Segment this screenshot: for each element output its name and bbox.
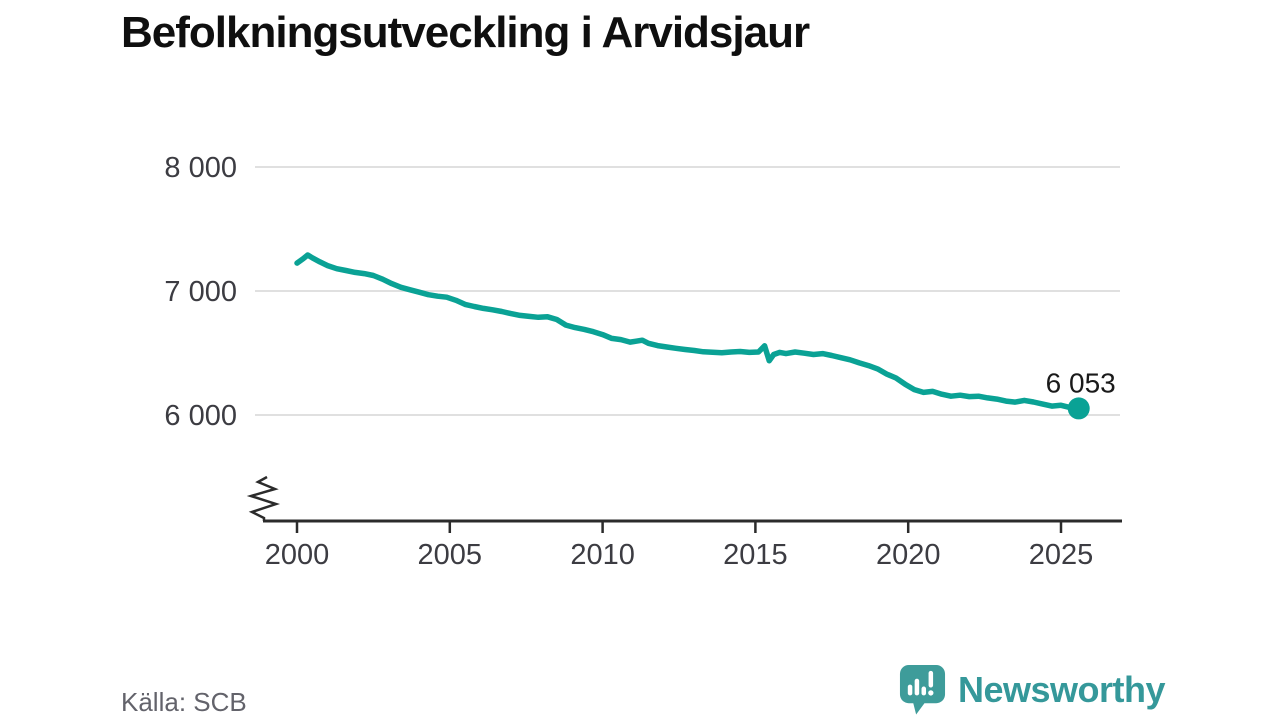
x-axis-tick-label: 2000: [265, 539, 330, 571]
axis-break-icon: [246, 475, 281, 521]
y-axis-tick-label: 8 000: [164, 152, 237, 184]
x-axis-tick-label: 2015: [723, 539, 788, 571]
brand-name: Newsworthy: [958, 668, 1166, 710]
chart-title: Befolkningsutveckling i Arvidsjaur: [121, 8, 810, 57]
source-label: Källa: SCB: [121, 687, 247, 717]
last-point-value-label: 6 053: [1046, 367, 1116, 398]
population-line-chart: 6 000 7 000 8 000 2000 2005 2010 2015 2020 2025 6…: [164, 152, 1122, 571]
x-axis-tick-label: 2010: [570, 539, 635, 571]
x-axis-tick-label: 2005: [418, 539, 483, 571]
y-axis-tick-label: 7 000: [164, 276, 237, 308]
x-axis-tick-label: 2020: [876, 539, 941, 571]
last-point-marker: [1067, 397, 1090, 420]
population-line-series: [294, 252, 1082, 412]
newsworthy-speech-bubble-chart-icon: [899, 665, 946, 715]
y-axis-tick-label: 6 000: [164, 400, 237, 432]
x-axis-tick-label: 2025: [1029, 539, 1094, 571]
newsworthy-logo: Newsworthy: [898, 663, 1166, 716]
